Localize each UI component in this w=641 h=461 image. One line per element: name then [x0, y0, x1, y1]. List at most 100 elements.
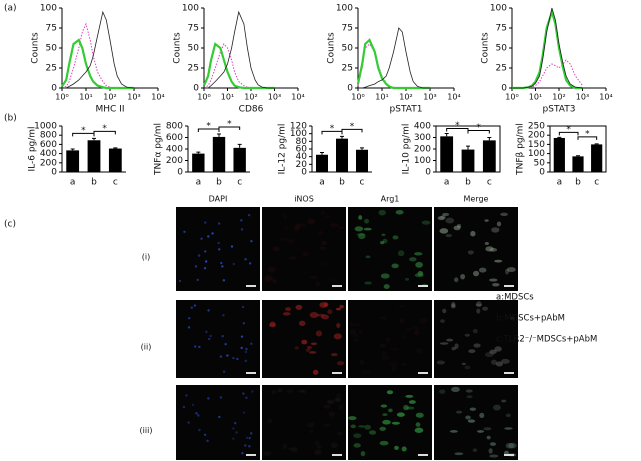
- cell: [460, 273, 466, 280]
- x-tick-label: 10¹: [79, 93, 92, 102]
- cell: [479, 412, 485, 418]
- cell: [380, 241, 385, 245]
- micrograph: [434, 385, 518, 460]
- cell: [244, 444, 247, 447]
- cell: [250, 239, 253, 243]
- error-bar: [594, 143, 599, 145]
- cell: [417, 271, 424, 276]
- cell: [329, 223, 339, 228]
- cell: [219, 396, 223, 399]
- y-tick-label: 0: [347, 84, 353, 94]
- cell: [395, 209, 404, 215]
- error-bar: [487, 137, 492, 141]
- cell: [323, 404, 331, 409]
- cell: [490, 359, 497, 365]
- cell: [338, 226, 346, 230]
- cell: [451, 301, 456, 307]
- y-axis-label: Counts: [481, 32, 491, 64]
- y-axis-label: Counts: [327, 32, 337, 64]
- cell: [245, 396, 248, 400]
- cell: [391, 366, 396, 372]
- cell: [316, 313, 326, 317]
- cell: [378, 209, 386, 216]
- x-tick-label: 10³: [268, 93, 281, 102]
- cell: [405, 328, 414, 331]
- x-tick-label: 10²: [399, 93, 412, 102]
- cell: [232, 437, 235, 440]
- cell: [222, 279, 226, 282]
- bar: [440, 136, 454, 172]
- cell: [244, 359, 247, 363]
- cell: [505, 442, 515, 449]
- bar: [591, 144, 603, 172]
- cell: [218, 415, 221, 419]
- cell: [209, 334, 212, 338]
- y-tick-label: 150: [528, 140, 545, 150]
- cell: [348, 322, 357, 327]
- y-tick-label: 0: [501, 84, 507, 94]
- significance-mark: *: [585, 129, 590, 139]
- cell: [240, 219, 243, 222]
- x-tick-label: 10¹: [529, 93, 542, 102]
- cell: [390, 347, 400, 351]
- cell: [318, 246, 327, 250]
- y-tick-label: 25: [188, 64, 199, 74]
- x-tick-label: 10²: [552, 93, 565, 102]
- cell: [272, 246, 280, 252]
- cell: [269, 321, 276, 327]
- cell: [449, 430, 458, 433]
- error-bar: [466, 145, 470, 150]
- cell: [339, 304, 344, 309]
- cell: [187, 326, 191, 329]
- axis: [203, 8, 298, 89]
- cell: [207, 337, 211, 341]
- cell: [382, 238, 388, 244]
- cell: [325, 215, 332, 219]
- bar: [316, 154, 328, 172]
- y-tick-label: 75: [496, 24, 507, 34]
- y-tick-label: 40: [296, 152, 308, 162]
- scale-bar: [418, 372, 428, 374]
- cell: [473, 270, 480, 277]
- cell: [207, 235, 210, 238]
- cell: [282, 443, 288, 450]
- cell: [336, 307, 341, 311]
- cell: [245, 436, 249, 440]
- cell: [312, 369, 319, 375]
- cell: [467, 250, 474, 255]
- x-tick-label: 10²: [103, 93, 116, 102]
- cell: [318, 230, 324, 236]
- y-tick-label: 25: [46, 64, 57, 74]
- cell: [194, 265, 198, 268]
- cell: [241, 305, 245, 309]
- cell: [358, 330, 364, 334]
- cell: [188, 317, 191, 320]
- cell: [386, 337, 391, 342]
- x-axis-label: pSTAT3: [543, 105, 576, 115]
- cell: [193, 345, 197, 348]
- y-tick-label: 0: [301, 168, 307, 178]
- cell: [323, 302, 329, 307]
- significance-bracket: [558, 131, 579, 136]
- cell: [204, 221, 207, 224]
- significance-mark: *: [330, 124, 335, 134]
- x-tick-label: 10³: [127, 93, 140, 102]
- scale-bar: [332, 454, 342, 456]
- cell: [439, 389, 446, 394]
- cell: [359, 359, 364, 366]
- error-bar: [237, 143, 242, 148]
- cell: [248, 436, 251, 440]
- cell: [446, 338, 454, 342]
- cell: [489, 454, 499, 458]
- cell: [484, 219, 489, 222]
- x-tick-label: 10¹: [375, 93, 388, 102]
- cell: [451, 346, 456, 351]
- histogram-curve: [512, 8, 583, 90]
- cell: [244, 350, 248, 354]
- significance-mark: *: [455, 121, 460, 131]
- cell: [207, 397, 210, 400]
- y-tick-label: 100: [414, 156, 431, 166]
- micrograph: [262, 385, 346, 460]
- scale-bar: [418, 285, 428, 287]
- cell: [473, 343, 481, 348]
